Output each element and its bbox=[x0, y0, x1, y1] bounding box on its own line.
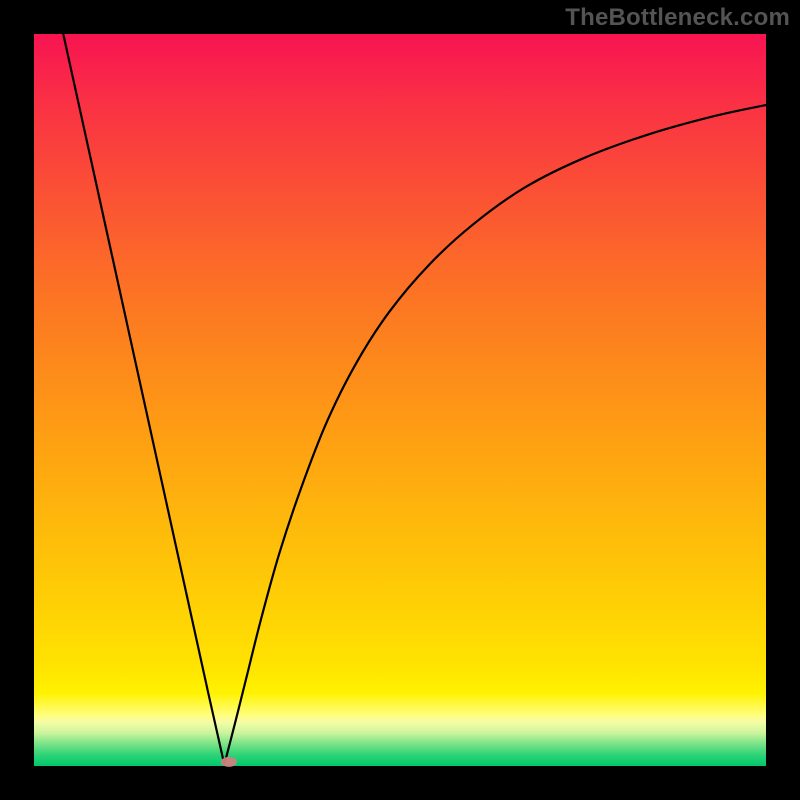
plot-area bbox=[34, 34, 766, 766]
chart-frame: TheBottleneck.com bbox=[0, 0, 800, 800]
watermark-label: TheBottleneck.com bbox=[565, 4, 790, 32]
curve-path bbox=[63, 34, 766, 765]
bottleneck-curve bbox=[34, 34, 766, 766]
